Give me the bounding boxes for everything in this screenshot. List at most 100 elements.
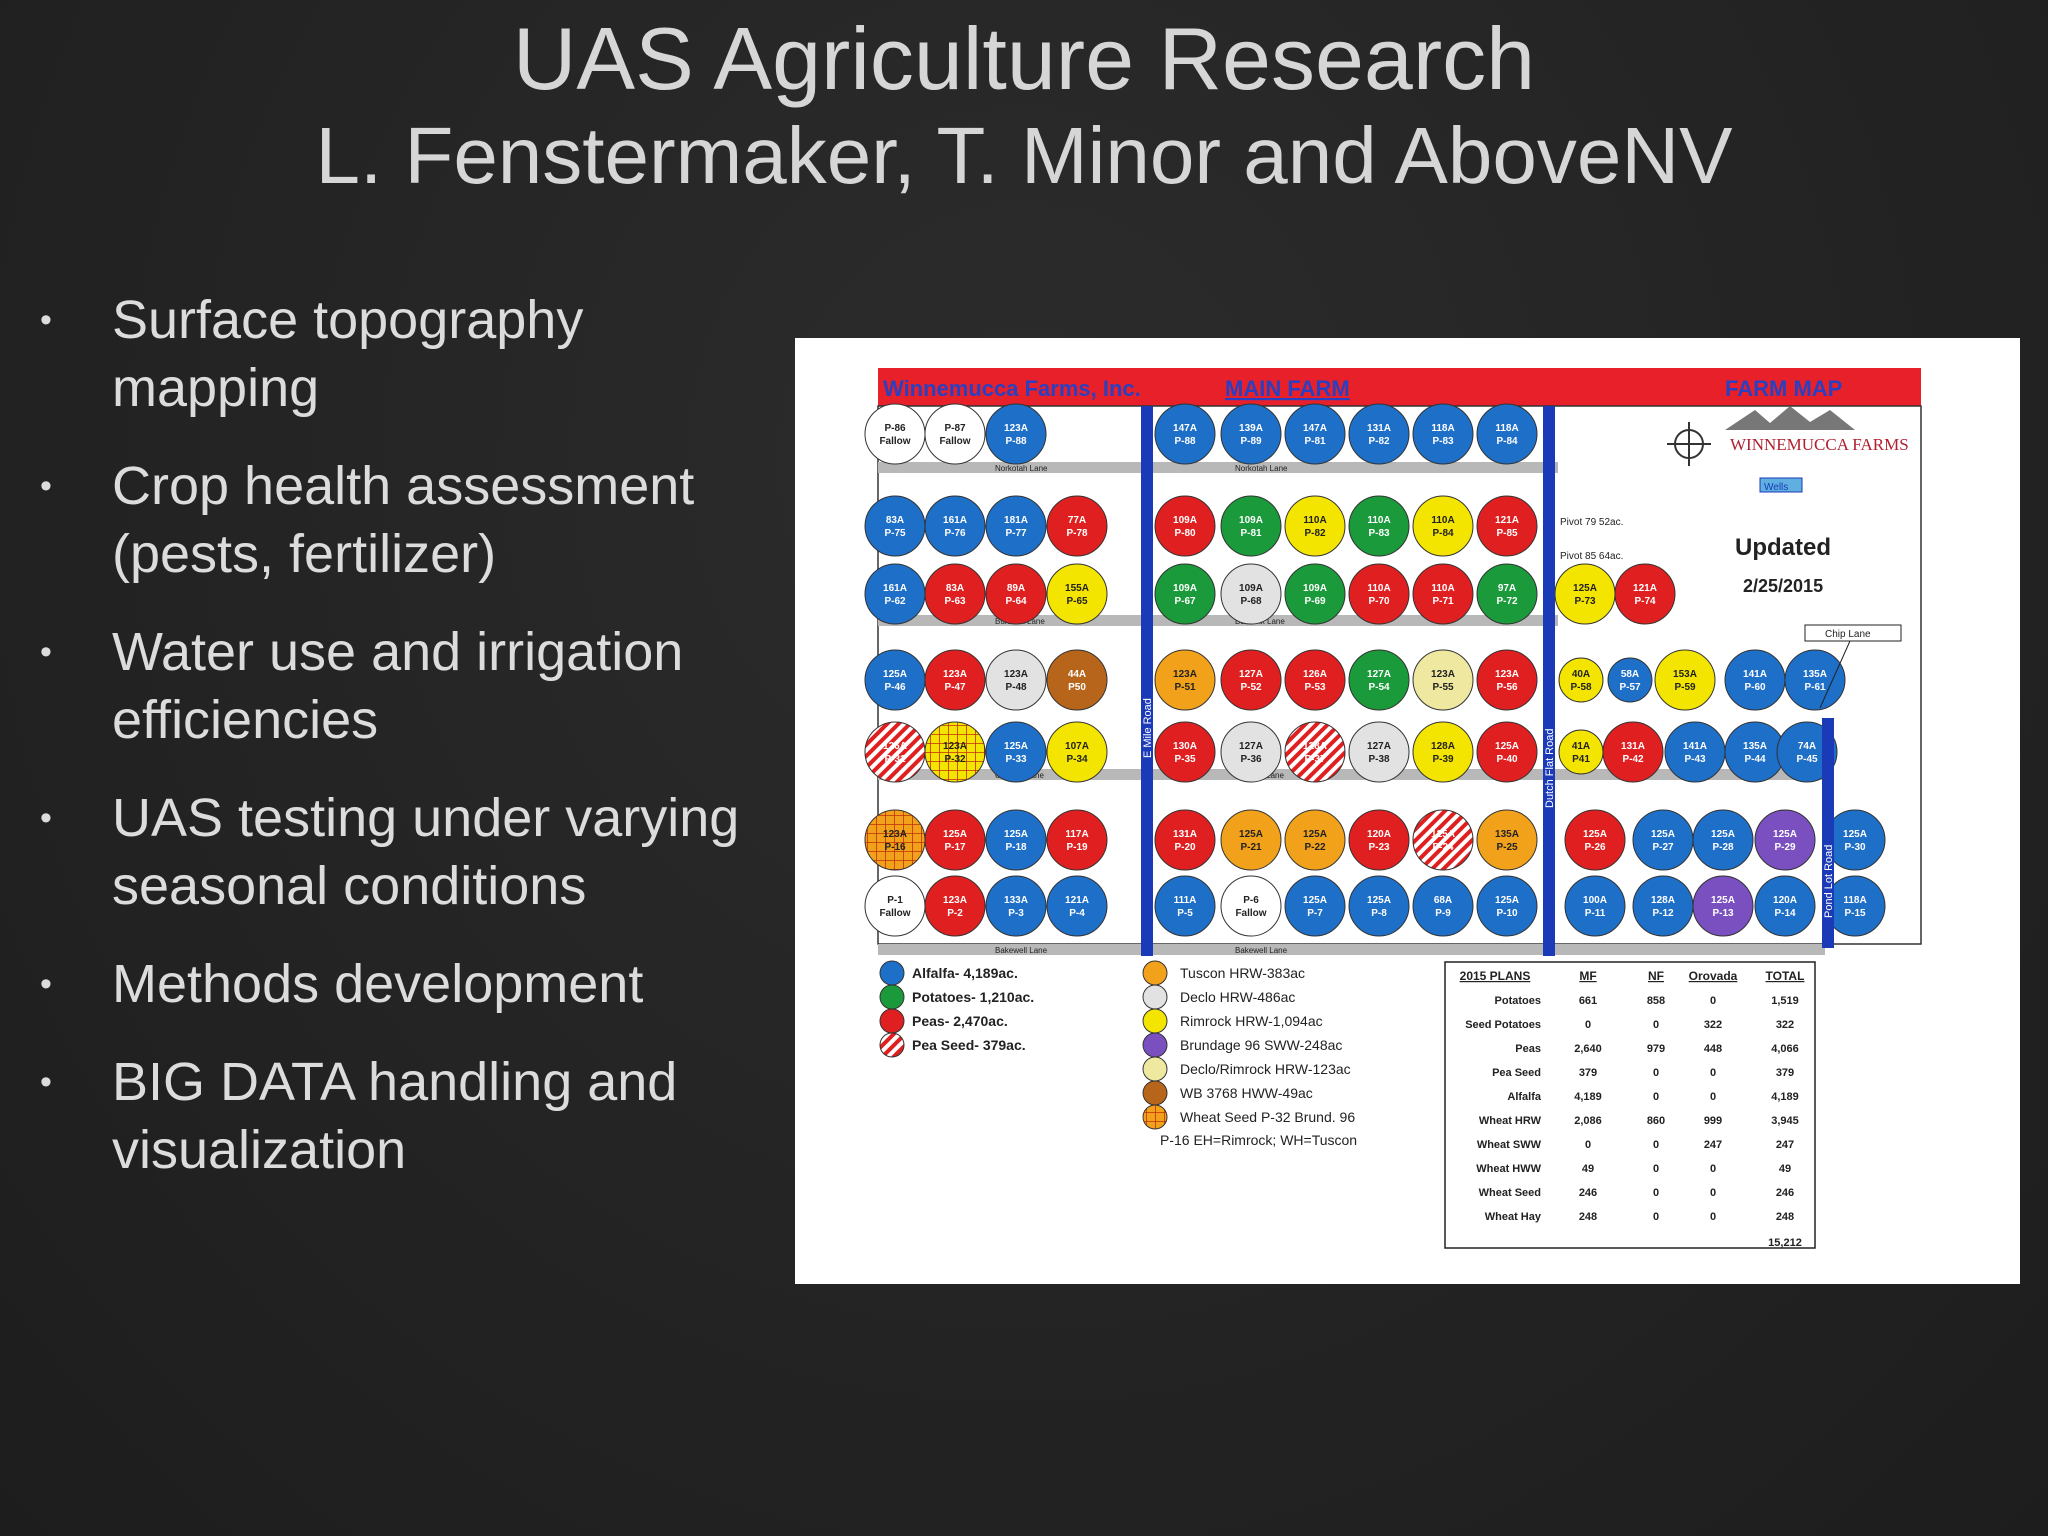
field-circle — [1220, 809, 1282, 871]
field-circle — [1154, 563, 1216, 625]
field-label: 125A — [1239, 829, 1263, 840]
field-label: 125A — [1303, 895, 1327, 906]
table-cell: 1,519 — [1771, 995, 1799, 1007]
compass-icon — [1667, 422, 1711, 466]
field-label: P-24 — [1432, 842, 1454, 853]
table-cell: 0 — [1653, 1211, 1659, 1223]
field-label: P-53 — [1304, 682, 1326, 693]
field-label: 120A — [1367, 829, 1391, 840]
field-label: 44A — [1068, 669, 1086, 680]
table-cell: 0 — [1653, 1163, 1659, 1175]
field-circle — [985, 403, 1047, 465]
updated-date: 2/25/2015 — [1743, 576, 1823, 596]
field-circle — [1554, 563, 1616, 625]
field-label: P-17 — [944, 842, 966, 853]
legend-left: Alfalfa- 4,189ac. Potatoes- 1,210ac. Peas-… — [879, 960, 1034, 1058]
field-label: P-32 — [944, 754, 966, 765]
legend-label: Declo HRW-486ac — [1180, 989, 1295, 1005]
field-circle — [985, 649, 1047, 711]
table-header: Orovada — [1689, 969, 1738, 983]
field-label: 131A — [1621, 741, 1645, 752]
table-cell: 0 — [1653, 1019, 1659, 1031]
field-label: Fallow — [939, 436, 970, 447]
field-label: P-19 — [1066, 842, 1088, 853]
field-label: 147A — [1303, 423, 1327, 434]
field-circle — [1284, 563, 1346, 625]
field-label: 125A — [943, 829, 967, 840]
field-circle — [864, 875, 926, 937]
field-label: 58A — [1621, 669, 1639, 680]
table-cell: 0 — [1710, 1211, 1716, 1223]
field-label: P-65 — [1066, 596, 1088, 607]
road-e-mile — [1141, 406, 1153, 956]
bullet-text: Surface topography mapping — [112, 290, 584, 418]
field-label: P-3 — [1008, 908, 1024, 919]
table-cell: 248 — [1776, 1211, 1794, 1223]
field-label: P-75 — [884, 528, 906, 539]
field-circle — [1220, 875, 1282, 937]
field-label: 125A — [1367, 895, 1391, 906]
table-cell: 4,189 — [1771, 1091, 1799, 1103]
field-label: P-69 — [1304, 596, 1326, 607]
field-label: 127A — [1239, 741, 1263, 752]
table-cell: 49 — [1779, 1163, 1791, 1175]
field-circle — [1754, 809, 1816, 871]
legend-label: Potatoes- 1,210ac. — [912, 989, 1034, 1005]
farm-map-image: Winnemucca Farms, Inc. MAIN FARM FARM MA… — [795, 338, 2020, 1284]
field-label: 121A — [1495, 515, 1519, 526]
field-label: P-8 — [1371, 908, 1387, 919]
legend-swatch — [879, 1032, 905, 1058]
field-circle — [1284, 649, 1346, 711]
field-label: P-9 — [1435, 908, 1451, 919]
field-label: P-62 — [884, 596, 906, 607]
map-farm-label: MAIN FARM — [1225, 376, 1350, 401]
field-circle — [1754, 875, 1816, 937]
field-circle — [1220, 403, 1282, 465]
field-label: P-81 — [1240, 528, 1262, 539]
field-circle — [985, 809, 1047, 871]
field-label: 125A — [1495, 895, 1519, 906]
field-circle — [1476, 649, 1538, 711]
road-label: Pond Lot Road — [1823, 845, 1835, 918]
table-cell: Pea Seed — [1492, 1067, 1541, 1079]
table-grand-total: 15,212 — [1768, 1237, 1802, 1249]
field-label: P-28 — [1712, 842, 1734, 853]
field-label: P-5 — [1177, 908, 1193, 919]
field-label: P-18 — [1005, 842, 1027, 853]
field-label: P-82 — [1304, 528, 1326, 539]
field-label: 141A — [1743, 669, 1767, 680]
field-circle — [1412, 721, 1474, 783]
table-cell: 0 — [1710, 995, 1716, 1007]
table-cell: 979 — [1647, 1043, 1665, 1055]
table-cell: 0 — [1653, 1139, 1659, 1151]
legend-label: Declo/Rimrock HRW-123ac — [1180, 1061, 1351, 1077]
table-cell: 448 — [1704, 1043, 1722, 1055]
field-label: P-45 — [1796, 754, 1818, 765]
field-circle — [1476, 563, 1538, 625]
field-label: 126A — [883, 741, 907, 752]
legend-swatch — [1142, 960, 1168, 986]
table-cell: 0 — [1710, 1187, 1716, 1199]
field-label: P-27 — [1652, 842, 1674, 853]
field-label: 111A — [1174, 895, 1197, 906]
table-header: 2015 PLANS — [1460, 969, 1531, 983]
table-cell: 247 — [1704, 1139, 1722, 1151]
field-label: 125A — [1495, 741, 1519, 752]
field-circle — [1664, 721, 1726, 783]
field-circle — [1284, 721, 1346, 783]
updated-label: Updated — [1735, 534, 1831, 561]
field-label: 161A — [883, 583, 907, 594]
lane-bar — [878, 615, 1558, 626]
bullet-text: Water use and irrigation efficiencies — [112, 622, 684, 750]
field-label: 109A — [1173, 515, 1197, 526]
field-circle — [1654, 649, 1716, 711]
field-label: 147A — [1173, 423, 1197, 434]
field-circle — [1154, 875, 1216, 937]
road-label: Dutch Flat Road — [1544, 729, 1556, 808]
field-circle — [924, 495, 986, 557]
field-label: 125A — [1773, 829, 1797, 840]
table-cell: 2,086 — [1574, 1115, 1602, 1127]
pivot-note: Pivot 85 64ac. — [1560, 551, 1623, 562]
field-circle — [1476, 495, 1538, 557]
field-label: P-7 — [1307, 908, 1323, 919]
